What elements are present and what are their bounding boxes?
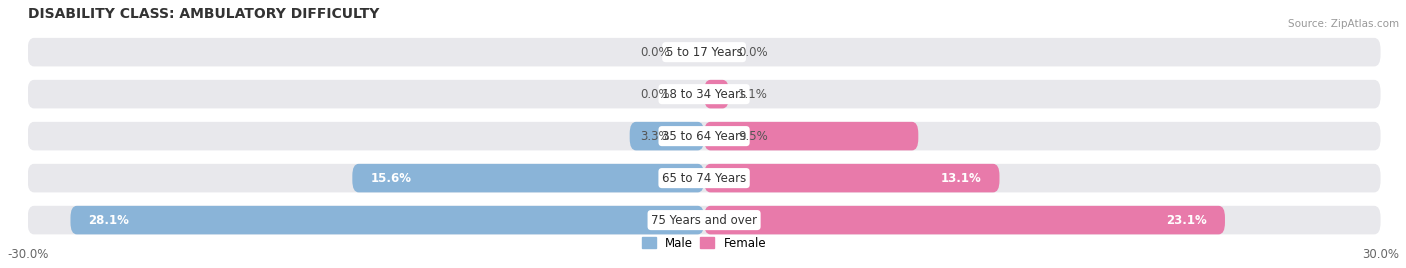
Text: 15.6%: 15.6%	[370, 172, 412, 185]
Legend: Male, Female: Male, Female	[637, 232, 772, 254]
Text: DISABILITY CLASS: AMBULATORY DIFFICULTY: DISABILITY CLASS: AMBULATORY DIFFICULTY	[28, 7, 380, 21]
Text: 18 to 34 Years: 18 to 34 Years	[662, 88, 747, 101]
Text: 0.0%: 0.0%	[641, 46, 671, 59]
FancyBboxPatch shape	[704, 164, 1000, 192]
Text: 0.0%: 0.0%	[738, 46, 768, 59]
FancyBboxPatch shape	[28, 80, 1381, 109]
Text: 35 to 64 Years: 35 to 64 Years	[662, 130, 747, 143]
Text: 0.0%: 0.0%	[641, 88, 671, 101]
FancyBboxPatch shape	[28, 164, 1381, 192]
FancyBboxPatch shape	[28, 38, 1381, 66]
FancyBboxPatch shape	[353, 164, 704, 192]
FancyBboxPatch shape	[704, 122, 918, 150]
FancyBboxPatch shape	[70, 206, 704, 234]
Text: 5 to 17 Years: 5 to 17 Years	[665, 46, 742, 59]
FancyBboxPatch shape	[28, 206, 1381, 234]
Text: 65 to 74 Years: 65 to 74 Years	[662, 172, 747, 185]
FancyBboxPatch shape	[28, 122, 1381, 150]
Text: Source: ZipAtlas.com: Source: ZipAtlas.com	[1288, 19, 1399, 29]
Text: 13.1%: 13.1%	[941, 172, 981, 185]
Text: 9.5%: 9.5%	[738, 130, 768, 143]
Text: 23.1%: 23.1%	[1166, 214, 1206, 227]
Text: 3.3%: 3.3%	[641, 130, 671, 143]
FancyBboxPatch shape	[704, 206, 1225, 234]
Text: 75 Years and over: 75 Years and over	[651, 214, 756, 227]
FancyBboxPatch shape	[704, 80, 728, 109]
Text: 28.1%: 28.1%	[89, 214, 129, 227]
FancyBboxPatch shape	[630, 122, 704, 150]
Text: 1.1%: 1.1%	[738, 88, 768, 101]
